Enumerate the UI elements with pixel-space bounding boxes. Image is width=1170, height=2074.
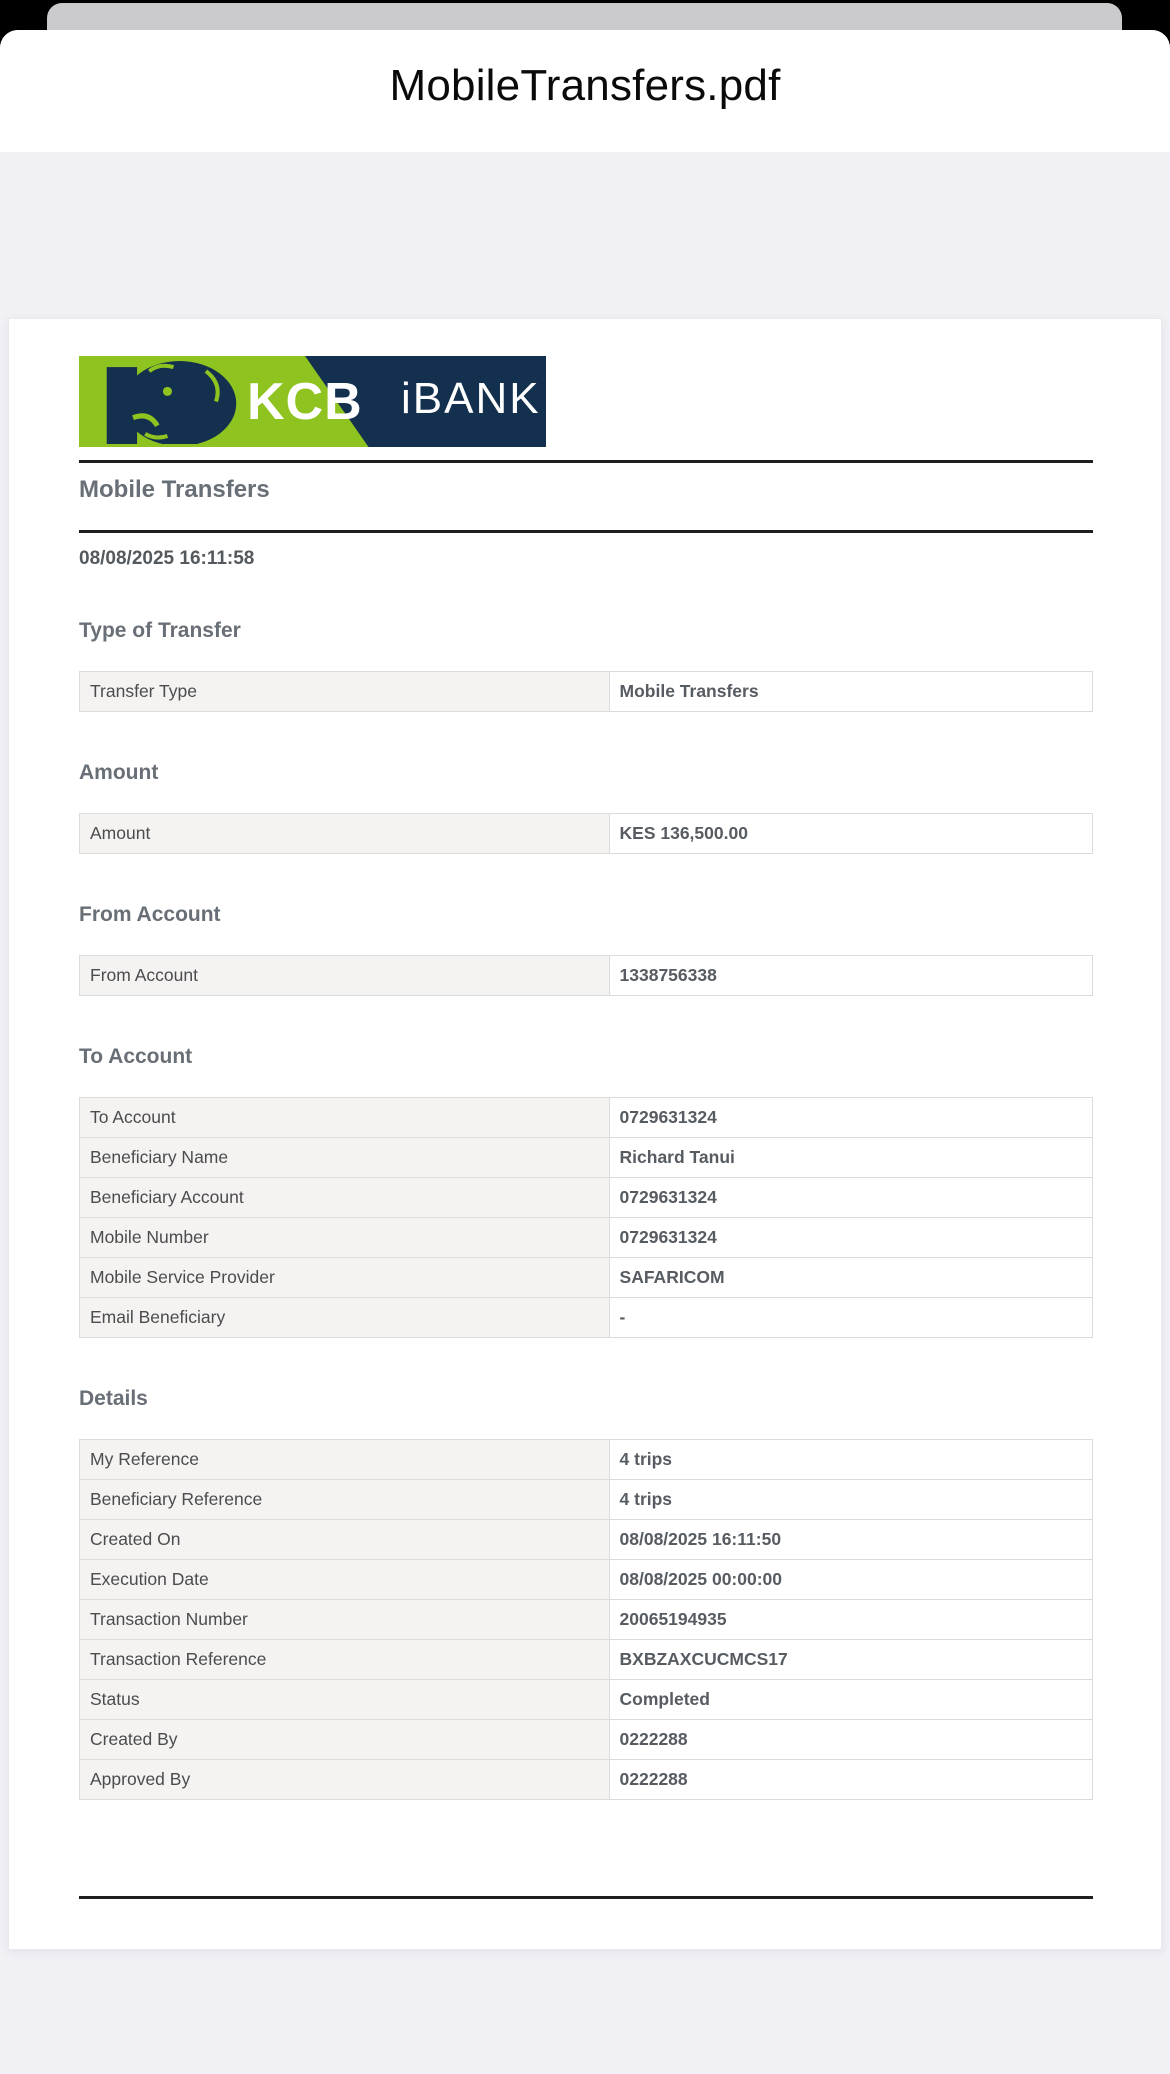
pdf-page: KCB iBANK Mobile Transfers 08/08/2025 16… [8,318,1162,1950]
row-value: 0222288 [608,1759,1094,1800]
sheet-header: MobileTransfers.pdf [0,30,1170,152]
section-heading: Type of Transfer [79,619,241,642]
sections-container: Type of Transfer Transfer Type Mobile Tran… [79,618,1094,1800]
section-to-account: To Account To Account 0729631324 Beneficiar… [79,1044,1094,1338]
row-label: From Account [79,955,610,996]
key-value-table: To Account 0729631324 Beneficiary Name Rich… [79,1097,1094,1338]
row-value: Richard Tanui [608,1137,1094,1178]
generated-timestamp: 08/08/2025 16:11:58 [79,548,255,569]
row-value: 0729631324 [608,1217,1094,1258]
row-value: 0222288 [608,1719,1094,1760]
table-row: Beneficiary Reference 4 trips [79,1479,1094,1520]
row-value: KES 136,500.00 [608,813,1094,854]
table-row: Status Completed [79,1679,1094,1720]
row-value: SAFARICOM [608,1257,1094,1298]
table-row: Email Beneficiary - [79,1297,1094,1338]
section-heading: To Account [79,1045,193,1068]
row-label: Beneficiary Reference [79,1479,610,1520]
row-value: 4 trips [608,1439,1094,1480]
row-label: Status [79,1679,610,1720]
row-value: 0729631324 [608,1177,1094,1218]
section-details: Details My Reference 4 trips Beneficiary Re… [79,1386,1094,1800]
table-row: Transaction Number 20065194935 [79,1599,1094,1640]
kcb-lion-icon [106,361,237,444]
table-row: Execution Date 08/08/2025 00:00:00 [79,1559,1094,1600]
section-heading: From Account [79,903,221,926]
logo-product-text: iBANK [401,374,541,423]
table-row: Amount KES 136,500.00 [79,813,1094,854]
page-title: MobileTransfers.pdf [389,61,781,110]
row-label: Email Beneficiary [79,1297,610,1338]
pdf-preview-sheet: MobileTransfers.pdf KCB iBA [0,30,1170,2074]
table-row: To Account 0729631324 [79,1097,1094,1138]
pdf-scroll-area[interactable]: KCB iBANK Mobile Transfers 08/08/2025 16… [0,152,1170,2074]
row-label: Mobile Service Provider [79,1257,610,1298]
table-row: Transaction Reference BXBZAXCUCMCS17 [79,1639,1094,1680]
row-label: Transaction Reference [79,1639,610,1680]
divider [79,460,1093,463]
row-label: Mobile Number [79,1217,610,1258]
divider [79,530,1093,533]
logo-brand-text: KCB [247,373,363,431]
table-row: Transfer Type Mobile Transfers [79,671,1094,712]
section-from-account: From Account From Account 1338756338 [79,902,1094,996]
row-value: 20065194935 [608,1599,1094,1640]
row-label: Execution Date [79,1559,610,1600]
row-label: Transfer Type [79,671,610,712]
row-value: 1338756338 [608,955,1094,996]
row-value: BXBZAXCUCMCS17 [608,1639,1094,1680]
row-value: 4 trips [608,1479,1094,1520]
row-label: Beneficiary Account [79,1177,610,1218]
row-label: Amount [79,813,610,854]
kcb-ibank-logo: KCB iBANK [79,356,546,447]
section-amount: Amount Amount KES 136,500.00 [79,760,1094,854]
row-value: Mobile Transfers [608,671,1094,712]
table-row: Created By 0222288 [79,1719,1094,1760]
key-value-table: Transfer Type Mobile Transfers [79,671,1094,712]
key-value-table: Amount KES 136,500.00 [79,813,1094,854]
row-value: 08/08/2025 16:11:50 [608,1519,1094,1560]
row-value: - [608,1297,1094,1338]
row-label: Approved By [79,1759,610,1800]
table-row: Beneficiary Account 0729631324 [79,1177,1094,1218]
row-label: My Reference [79,1439,610,1480]
table-row: Mobile Service Provider SAFARICOM [79,1257,1094,1298]
footer-divider [79,1896,1093,1899]
row-label: Created By [79,1719,610,1760]
row-value: Completed [608,1679,1094,1720]
table-row: Approved By 0222288 [79,1759,1094,1800]
document-body: KCB iBANK Mobile Transfers 08/08/2025 16… [79,356,1094,1899]
table-row: Created On 08/08/2025 16:11:50 [79,1519,1094,1560]
row-label: Beneficiary Name [79,1137,610,1178]
key-value-table: From Account 1338756338 [79,955,1094,996]
key-value-table: My Reference 4 trips Beneficiary Reference… [79,1439,1094,1800]
table-row: Mobile Number 0729631324 [79,1217,1094,1258]
table-row: From Account 1338756338 [79,955,1094,996]
section-heading: Amount [79,761,159,784]
section-type-of-transfer: Type of Transfer Transfer Type Mobile Tran… [79,618,1094,712]
row-label: To Account [79,1097,610,1138]
table-row: Beneficiary Name Richard Tanui [79,1137,1094,1178]
row-value: 0729631324 [608,1097,1094,1138]
row-label: Transaction Number [79,1599,610,1640]
document-title: Mobile Transfers [79,476,270,503]
section-heading: Details [79,1387,148,1410]
row-value: 08/08/2025 00:00:00 [608,1559,1094,1600]
row-label: Created On [79,1519,610,1560]
table-row: My Reference 4 trips [79,1439,1094,1480]
